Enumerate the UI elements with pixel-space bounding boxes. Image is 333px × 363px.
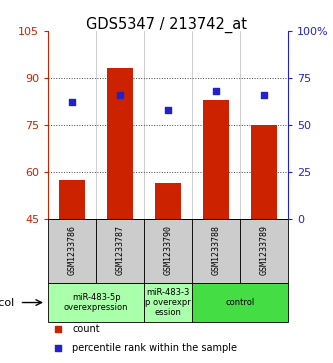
- Bar: [203, 100, 229, 219]
- Text: GDS5347 / 213742_at: GDS5347 / 213742_at: [86, 16, 247, 33]
- Bar: [48, 219, 96, 284]
- Text: GSM1233788: GSM1233788: [211, 225, 221, 275]
- Point: [253, 106, 258, 111]
- Point: [118, 92, 123, 98]
- Text: percentile rank within the sample: percentile rank within the sample: [72, 343, 237, 353]
- Text: GSM1233790: GSM1233790: [164, 225, 173, 275]
- Bar: [144, 219, 192, 284]
- Text: GSM1233786: GSM1233786: [68, 225, 77, 275]
- Bar: [251, 125, 277, 219]
- Bar: [155, 183, 181, 219]
- Bar: [240, 219, 288, 284]
- Text: miR-483-3
p overexpr
ession: miR-483-3 p overexpr ession: [145, 287, 191, 317]
- Point: [166, 107, 171, 113]
- Bar: [192, 219, 240, 284]
- Bar: [144, 284, 192, 322]
- Bar: [96, 219, 144, 284]
- Text: GSM1233789: GSM1233789: [259, 225, 269, 275]
- Text: miR-483-5p
overexpression: miR-483-5p overexpression: [64, 293, 129, 312]
- Bar: [59, 180, 86, 219]
- Point: [261, 92, 267, 98]
- Point: [70, 99, 75, 105]
- Bar: [107, 69, 134, 219]
- Text: count: count: [72, 324, 100, 334]
- Text: protocol: protocol: [0, 298, 15, 307]
- Bar: [192, 284, 288, 322]
- Bar: [48, 284, 144, 322]
- Text: GSM1233787: GSM1233787: [116, 225, 125, 275]
- Point: [213, 88, 219, 94]
- Point: [253, 282, 258, 288]
- Text: control: control: [225, 298, 255, 307]
